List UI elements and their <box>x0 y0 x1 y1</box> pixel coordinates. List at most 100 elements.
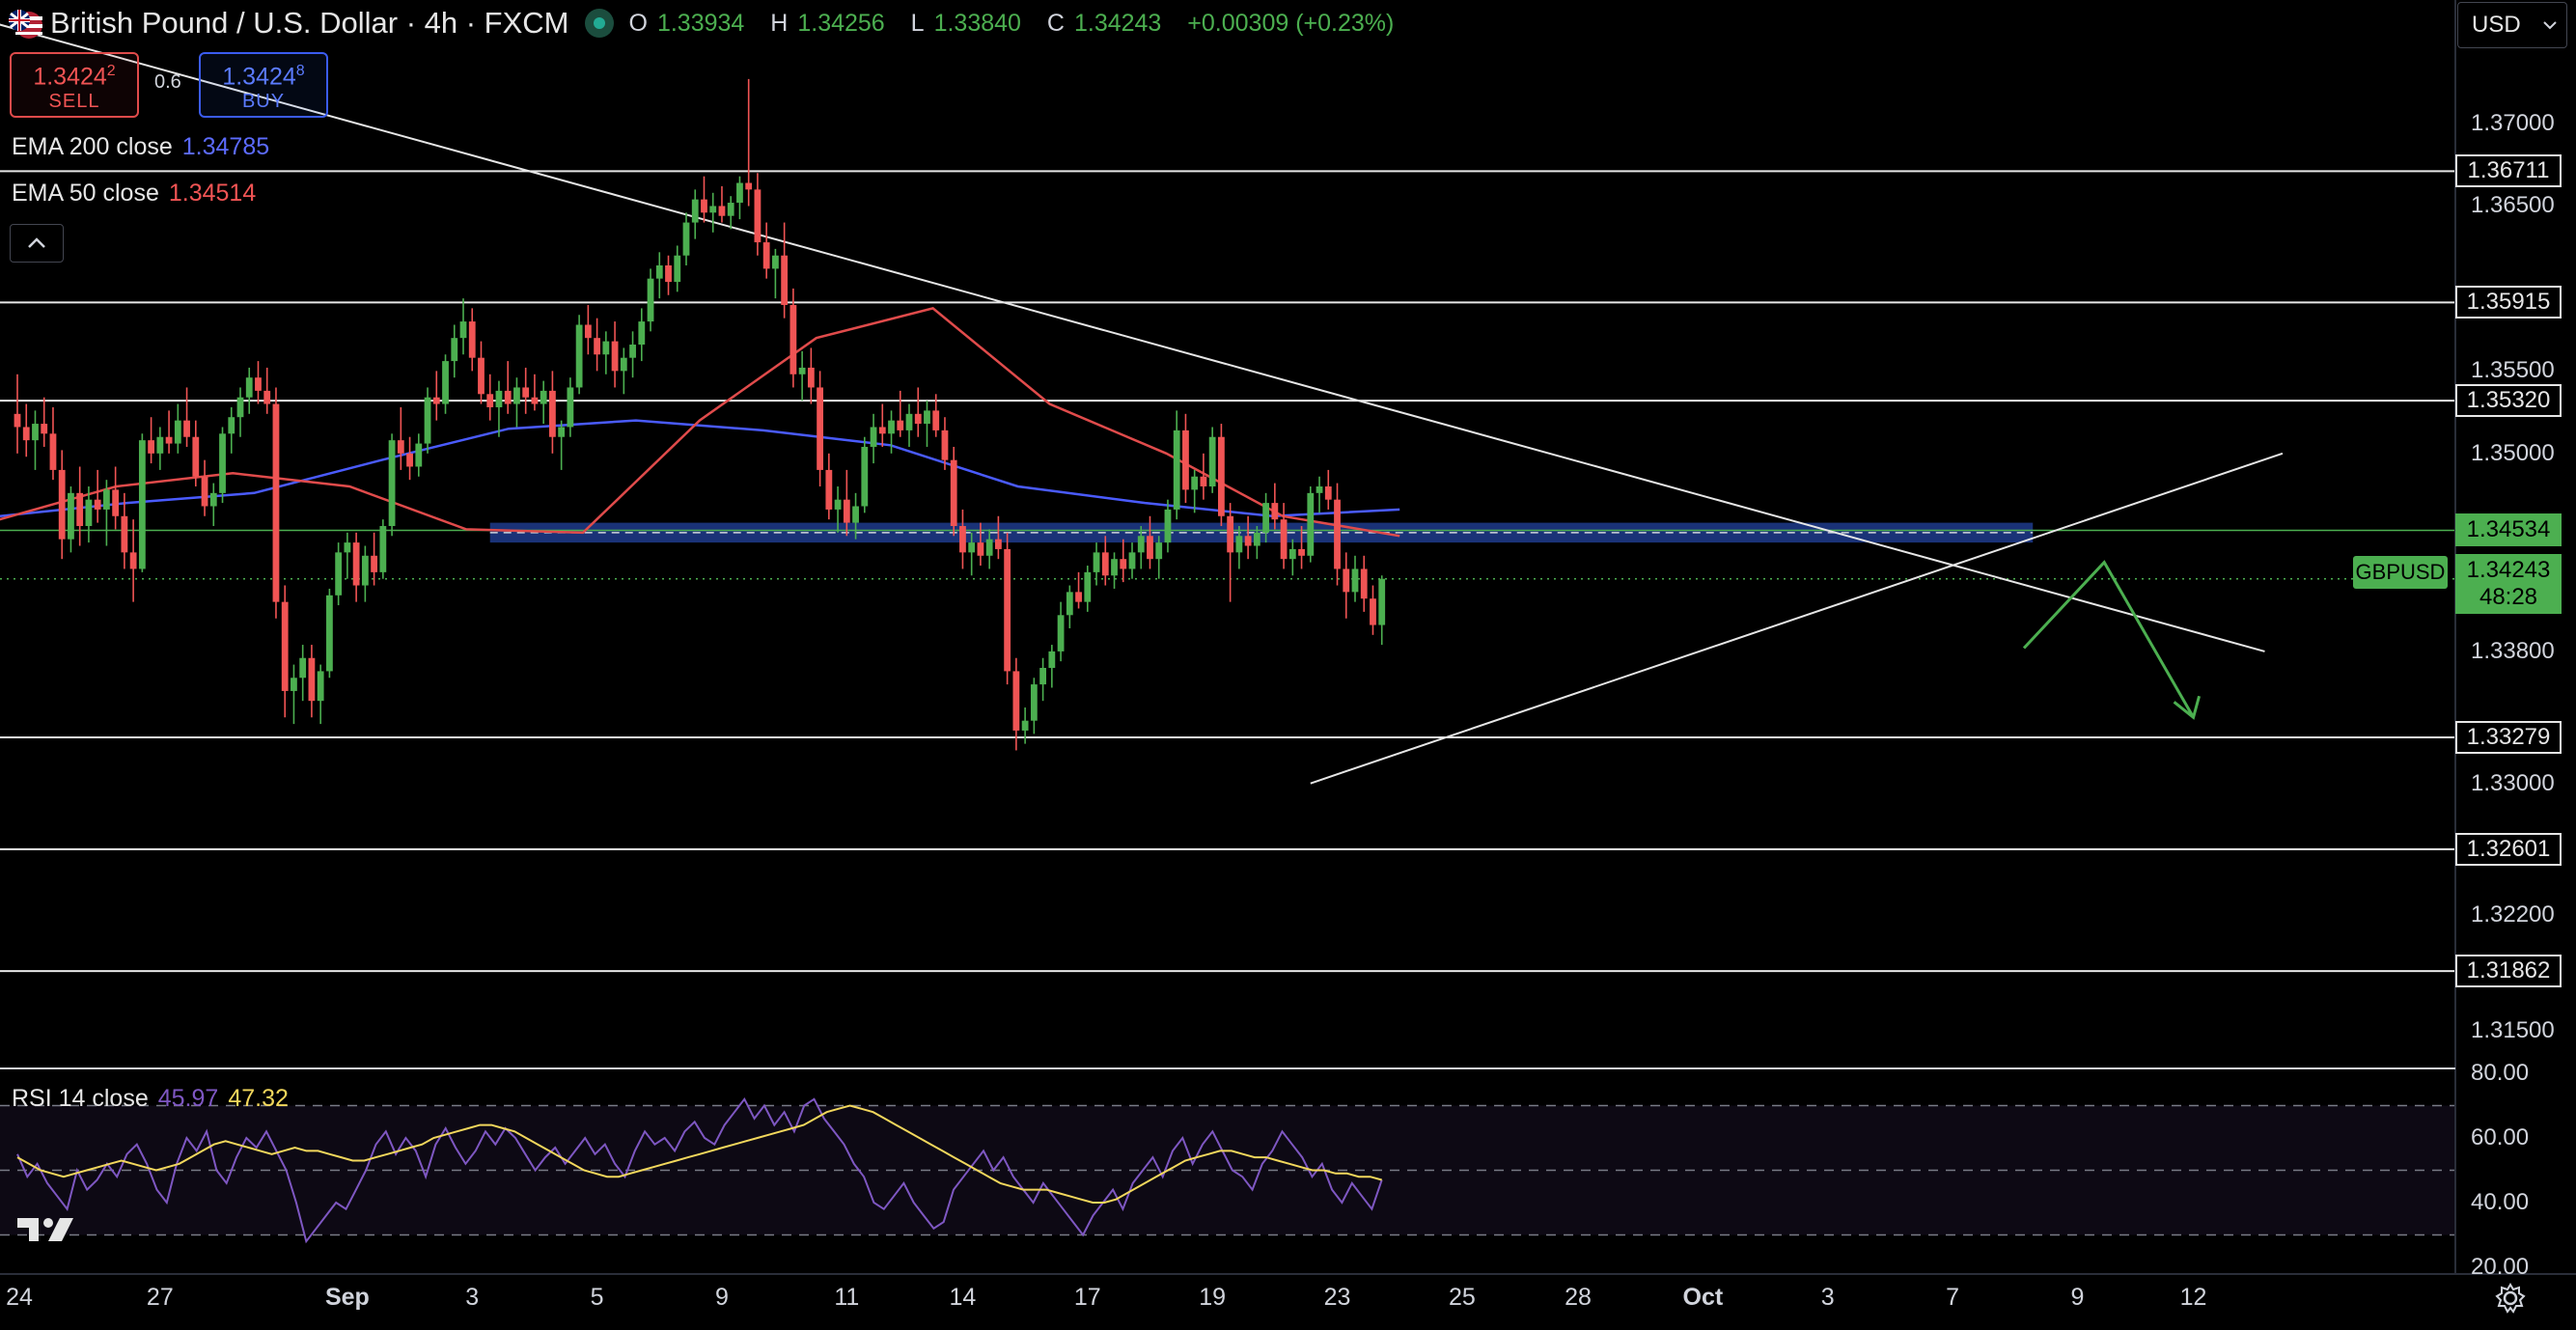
candle-body <box>32 424 39 441</box>
candle-body <box>272 403 280 602</box>
candle-body <box>352 542 360 586</box>
candle-body <box>121 515 128 553</box>
candle <box>14 374 21 454</box>
candle <box>129 519 137 602</box>
currency-select[interactable]: USD <box>2457 2 2567 48</box>
candle <box>424 387 431 454</box>
candle <box>219 427 226 504</box>
candle-body <box>1101 552 1109 576</box>
candle <box>272 387 280 619</box>
support-trendline <box>1310 452 2284 785</box>
time-tick-label: 9 <box>715 1284 729 1311</box>
candle <box>442 354 449 414</box>
price-tick-label: 1.32200 <box>2471 901 2555 928</box>
candle <box>103 480 110 546</box>
chart-title[interactable]: British Pound / U.S. Dollar · 4h · FXCM <box>50 6 569 40</box>
ema50-legend[interactable]: EMA 50 close 1.34514 <box>12 180 257 207</box>
candle-body <box>1030 684 1038 721</box>
candle-body <box>985 539 993 556</box>
collapse-legend-button[interactable] <box>10 224 64 263</box>
candle <box>638 308 646 362</box>
candle <box>1084 566 1092 612</box>
ema200-line <box>0 419 1400 518</box>
support-zone-layer <box>489 522 2034 543</box>
candle-body <box>843 499 850 523</box>
tradingview-logo-icon[interactable] <box>15 1214 81 1245</box>
candle <box>941 417 949 470</box>
rsi-legend[interactable]: RSI 14 close 45.97 47.32 <box>12 1085 289 1112</box>
candle <box>968 532 976 576</box>
candle-body <box>371 555 377 572</box>
candle <box>478 341 485 404</box>
candle-body <box>299 657 307 679</box>
rsi-tick-label: 40.00 <box>2471 1189 2530 1215</box>
candle-body <box>575 324 583 388</box>
time-tick-label: 19 <box>1199 1284 1227 1311</box>
candle-body <box>361 555 369 586</box>
candle-body <box>897 420 904 430</box>
candle-body <box>228 417 235 434</box>
time-tick-label: 25 <box>1448 1284 1476 1311</box>
candle-body <box>432 397 440 404</box>
ema200-value: 1.34785 <box>181 133 270 160</box>
candle-body <box>1191 476 1199 490</box>
candle <box>174 403 181 454</box>
rsi-tick-label: 60.00 <box>2471 1124 2530 1150</box>
sell-button[interactable]: 1.34242 SELL <box>10 52 139 118</box>
candle-body <box>620 357 627 372</box>
trendlines-layer <box>0 23 2284 785</box>
candle <box>888 410 895 454</box>
candle-body <box>781 255 789 305</box>
candle-body <box>941 429 949 460</box>
ema200-legend[interactable]: EMA 200 close 1.34785 <box>12 133 270 160</box>
candle-body <box>495 390 503 407</box>
candle <box>335 542 343 606</box>
candle <box>897 390 904 437</box>
price-tick-label: 1.36500 <box>2471 192 2555 219</box>
candle <box>1155 536 1163 579</box>
candle <box>924 401 930 447</box>
gear-icon[interactable] <box>2494 1282 2527 1315</box>
symbol-legend: British Pound / U.S. Dollar · 4h · FXCM … <box>8 4 1403 42</box>
candle <box>1370 585 1376 635</box>
candle <box>575 315 583 395</box>
price-tick-label: 1.31500 <box>2471 1017 2555 1043</box>
sell-label: SELL <box>48 90 100 112</box>
candle-body <box>1351 568 1359 593</box>
candle <box>1191 469 1199 513</box>
rsi-tick-label: 20.00 <box>2471 1254 2530 1280</box>
rsi-ma-line <box>16 1104 1382 1204</box>
candle <box>1075 571 1082 609</box>
candle <box>959 509 966 569</box>
candle-body <box>442 361 449 404</box>
candle <box>629 331 636 378</box>
candle <box>781 222 789 319</box>
candle <box>727 196 734 230</box>
candle <box>522 367 530 414</box>
candle <box>682 212 690 265</box>
candle <box>594 318 600 372</box>
candle-body <box>718 206 726 216</box>
price-tick-label: 1.33800 <box>2471 637 2555 664</box>
candle-body <box>308 657 316 702</box>
candle-body <box>1370 598 1376 625</box>
candle-body <box>129 552 137 569</box>
candle <box>843 469 850 537</box>
candle-body <box>192 436 200 477</box>
candle <box>745 78 753 207</box>
candle <box>85 486 93 543</box>
candle <box>291 664 297 725</box>
candle <box>709 192 717 233</box>
candle <box>1101 536 1109 586</box>
candle-body <box>1066 592 1073 616</box>
candle <box>513 377 520 428</box>
candle-body <box>263 390 271 404</box>
candle <box>674 245 681 292</box>
candle-body <box>451 338 458 362</box>
candle-body <box>68 492 74 540</box>
buy-button[interactable]: 1.34248 BUY <box>199 52 328 118</box>
candle-body <box>674 255 681 283</box>
candle-body <box>522 387 530 398</box>
candle-body <box>1004 548 1011 672</box>
